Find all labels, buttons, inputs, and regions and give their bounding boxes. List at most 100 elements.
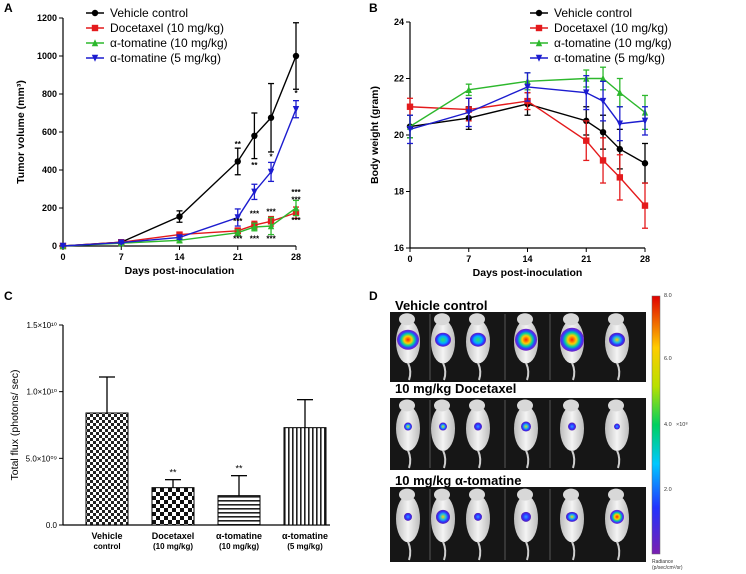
significance-marker: *** (291, 196, 301, 205)
mouse-tail (525, 541, 530, 561)
luminescence-signal (474, 422, 482, 431)
data-point (616, 88, 624, 96)
legend-entry: α-tomatine (10 mg/kg) (554, 36, 672, 50)
bar (151, 487, 195, 526)
total-flux-bar-chart: 0.0 5.0×10⁰⁹ 1.0×10¹⁰ 1.5×10¹⁰ Total flux (p… (9, 321, 330, 551)
y-axis-label: Tumor volume (mm³) (15, 80, 27, 184)
mouse-tail (407, 362, 412, 381)
mouse-head (399, 399, 415, 412)
luminescence-signal (436, 509, 450, 524)
series-tomatine5 (59, 100, 300, 250)
data-point (641, 160, 649, 167)
mouse-image (396, 488, 420, 561)
bar (85, 412, 129, 526)
data-point (91, 9, 99, 17)
category-sublabel: (5 mg/kg) (287, 542, 323, 551)
bar-group: ** α-tomatine(10 mg/kg) (216, 464, 262, 551)
category-label: α-tomatine (282, 531, 328, 541)
legend-entry: Vehicle control (110, 6, 188, 20)
bioluminescence-imaging-panel: Vehicle control 10 mg/kg Docetaxel 10 mg… (390, 293, 688, 571)
mouse-head (434, 313, 450, 326)
data-point (292, 106, 300, 113)
data-point (616, 120, 624, 128)
mouse-head (399, 313, 415, 326)
data-point (599, 74, 607, 82)
x-tick-label: 28 (291, 252, 301, 262)
significance-marker: *** (233, 217, 243, 226)
panel-label-b: B (369, 1, 378, 15)
mouse-image (514, 399, 538, 469)
y-tick-label: 600 (42, 127, 57, 137)
y-tick-label: 20 (394, 130, 404, 140)
data-point (91, 54, 99, 62)
mouse-head (563, 488, 579, 501)
mouse-image (466, 399, 490, 469)
data-point (616, 174, 624, 181)
data-point (292, 52, 300, 60)
x-tick-label: 14 (174, 252, 184, 262)
data-point (535, 39, 543, 47)
mouse-head (469, 313, 485, 326)
bar (283, 427, 327, 526)
data-point (267, 222, 275, 230)
data-point (535, 54, 543, 62)
luminescence-signal (521, 421, 531, 432)
mouse-head (517, 488, 533, 501)
x-axis-label: Days post-inoculation (473, 267, 583, 279)
y-tick-label: 1200 (37, 13, 57, 23)
significance-marker: *** (291, 188, 301, 197)
imaging-group-label: 10 mg/kg α-tomatine (395, 473, 521, 488)
data-point (406, 103, 414, 110)
data-point (599, 97, 607, 105)
data-point (234, 214, 241, 222)
y-tick-label: 400 (42, 165, 57, 175)
radiance-colorbar: 8.0 6.0 4.0 ×10⁸ 2.0 Radiance (p/sec/cm²… (651, 293, 688, 571)
x-tick-label: 14 (522, 254, 532, 264)
data-point (616, 145, 624, 153)
data-point (535, 24, 543, 32)
data-point (91, 24, 99, 32)
mouse-tail (442, 449, 447, 469)
y-axis-label: Body weight (gram) (369, 86, 381, 184)
mouse-image (431, 399, 455, 469)
data-point (234, 229, 241, 236)
panel-label-c: C (4, 289, 13, 303)
significance-marker: *** (250, 234, 260, 243)
data-point (406, 126, 414, 134)
significance-marker: * (269, 153, 273, 162)
imaging-row-vehicle: Vehicle control (390, 298, 646, 382)
category-sublabel: (10 mg/kg) (153, 542, 193, 551)
mouse-head (434, 399, 450, 412)
y-tick-label: 1.0×10¹⁰ (26, 388, 57, 397)
significance-marker: * (294, 89, 298, 98)
y-tick-label: 200 (42, 203, 57, 213)
data-point (267, 168, 275, 176)
mouse-head (608, 488, 624, 501)
y-tick-label: 16 (394, 243, 404, 253)
luminescence-signal (566, 511, 578, 522)
x-tick-label: 21 (233, 252, 243, 262)
category-sublabel: control (93, 542, 120, 551)
luminescence-signal (397, 329, 419, 350)
mouse-image (431, 313, 455, 381)
mouse-head (469, 488, 485, 501)
x-tick-label: 7 (466, 254, 471, 264)
data-point (267, 114, 275, 121)
legend-entry: α-tomatine (10 mg/kg) (110, 36, 228, 50)
y-tick-label: 24 (394, 17, 404, 27)
luminescence-signal (560, 327, 584, 352)
data-point (535, 9, 543, 17)
significance-marker: *** (291, 216, 301, 225)
mouse-image (605, 488, 629, 561)
significance-marker: ** (169, 468, 177, 478)
data-point (251, 132, 258, 139)
data-point (234, 158, 241, 165)
y-tick-label: 22 (394, 74, 404, 84)
mouse-image (605, 399, 629, 469)
luminescence-signal (435, 332, 451, 347)
panel-label-a: A (4, 1, 13, 15)
mouse-image (560, 399, 584, 469)
luminescence-signal (470, 332, 486, 347)
